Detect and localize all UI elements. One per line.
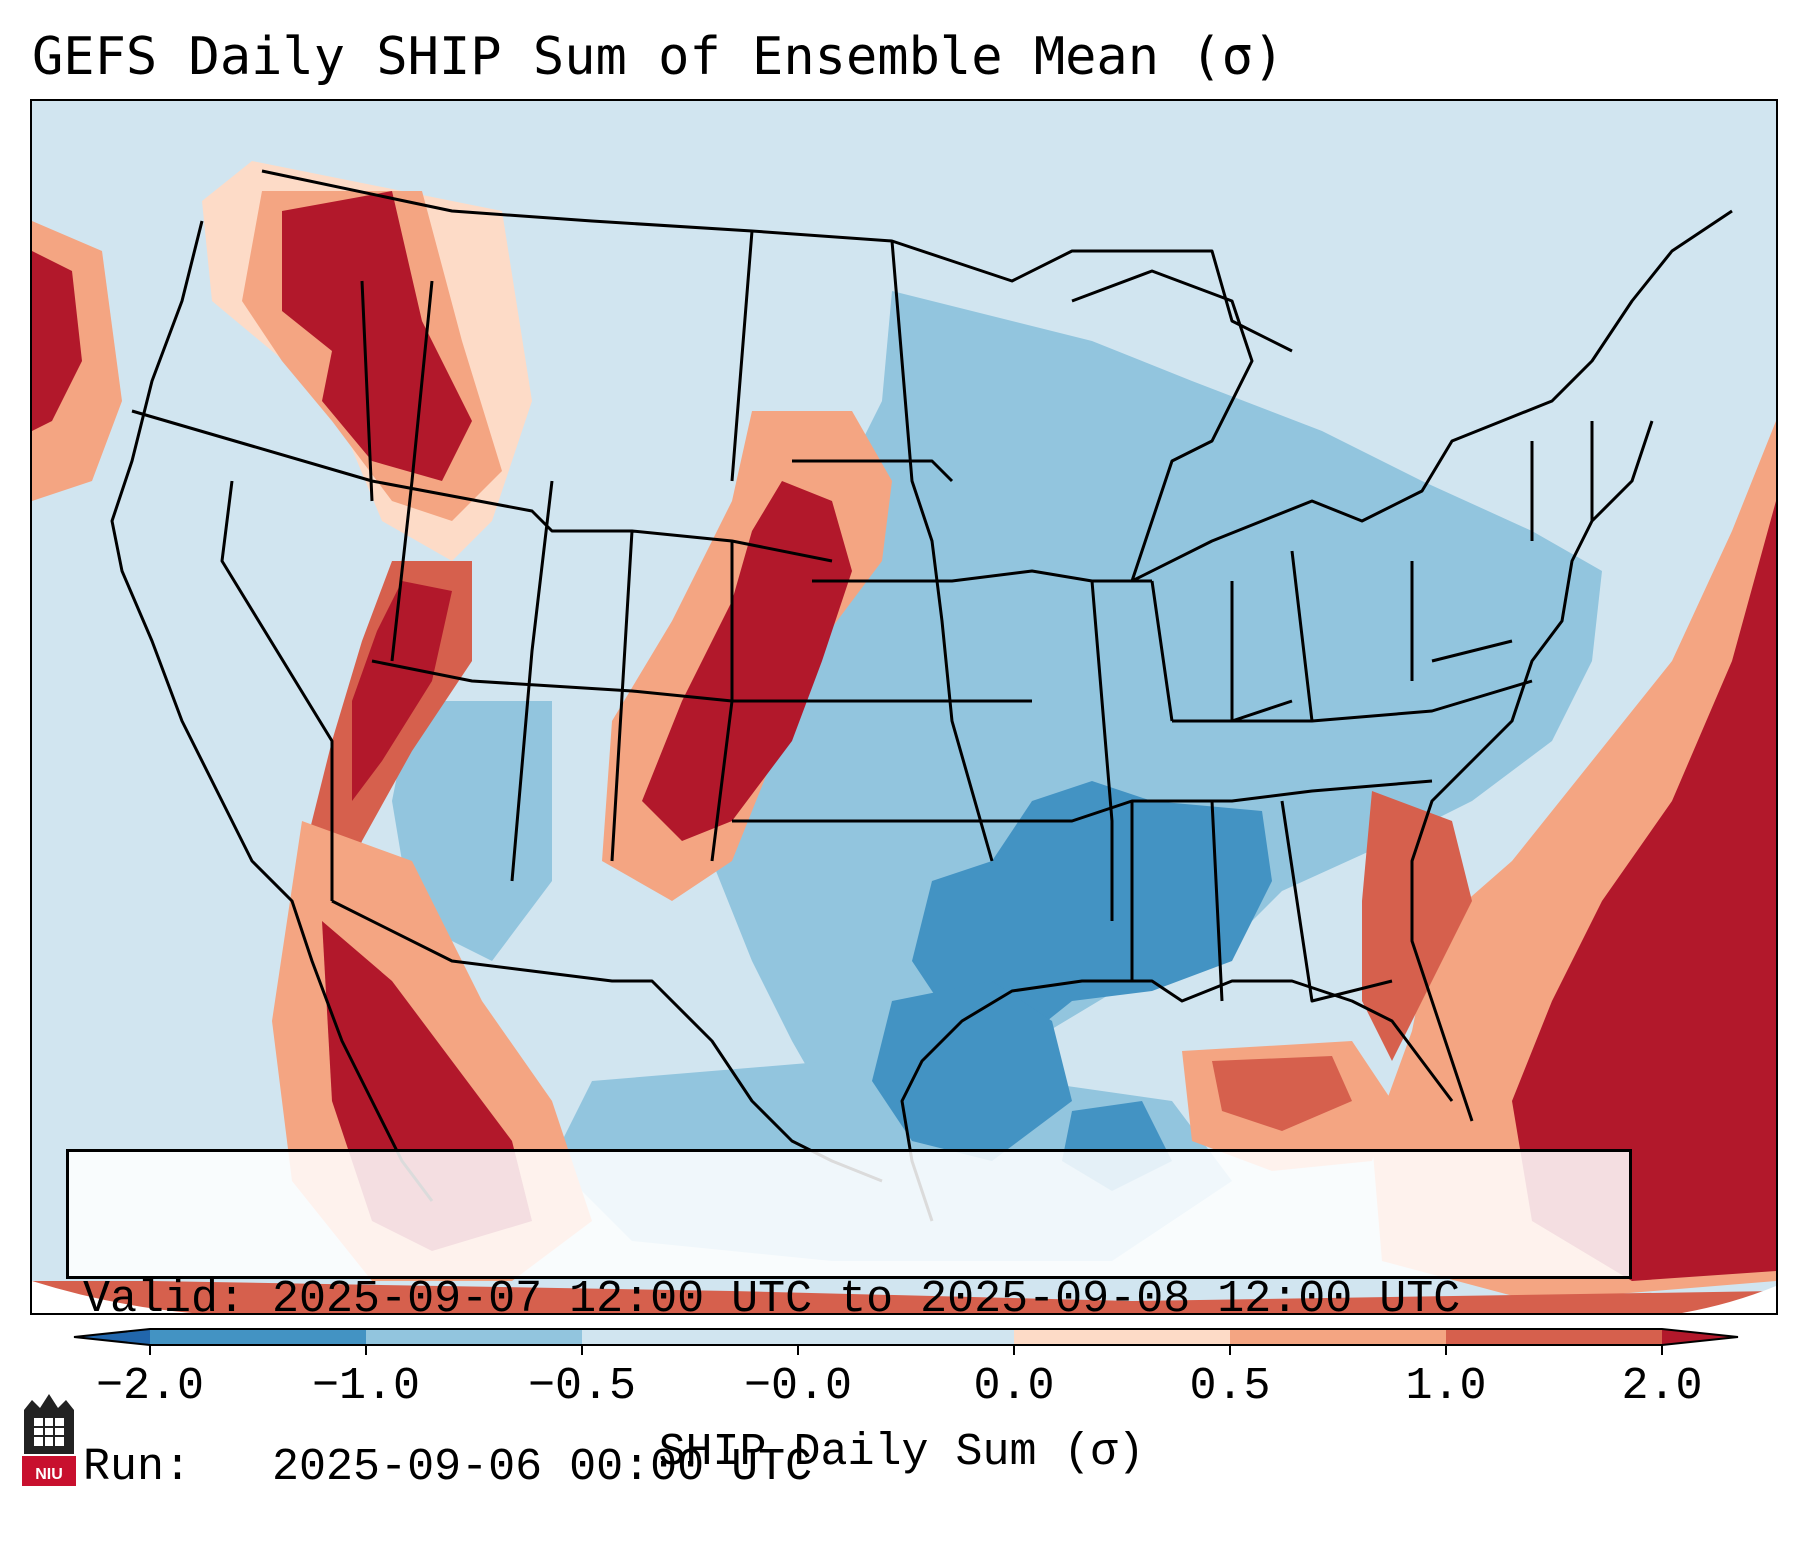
colorbar-bin-1-2 [1446, 1329, 1662, 1345]
tick-label: 0.0 [934, 1361, 1094, 1412]
colorbar-bin-neg1-neg05 [366, 1329, 582, 1345]
colorbar-extend-under [74, 1329, 150, 1345]
colorbar-graphic [0, 1315, 1803, 1365]
colorbar-bin-05-1 [1230, 1329, 1446, 1345]
logo-text: NIU [20, 1466, 78, 1484]
map-panel [30, 99, 1778, 1315]
tick-label: −1.0 [286, 1361, 446, 1412]
tick-label: 1.0 [1366, 1361, 1526, 1412]
tick-label: 0.5 [1150, 1361, 1310, 1412]
map-canvas [32, 101, 1776, 1313]
tick-label: −0.5 [502, 1361, 662, 1412]
colorbar-bin-neg2-neg1 [150, 1329, 366, 1345]
tick-label: −2.0 [70, 1361, 230, 1412]
colorbar-label: SHIP Daily Sum (σ) [0, 1427, 1803, 1478]
colorbar: −2.0 −1.0 −0.5 −0.0 0.0 0.5 1.0 2.0 SHIP… [0, 1315, 1803, 1506]
colorbar-bin-neg05-0 [582, 1329, 1014, 1345]
chart-title: GEFS Daily SHIP Sum of Ensemble Mean (σ) [32, 22, 1284, 92]
colorbar-ticks [150, 1345, 1662, 1355]
tick-label: −0.0 [718, 1361, 878, 1412]
colorbar-extend-over [1662, 1329, 1738, 1345]
info-box: Valid: 2025-09-07 12:00 UTC to 2025-09-0… [66, 1149, 1632, 1279]
niu-logo: NIU [20, 1390, 78, 1488]
colorbar-bin-0-05 [1014, 1329, 1230, 1345]
tick-label: 2.0 [1582, 1361, 1742, 1412]
